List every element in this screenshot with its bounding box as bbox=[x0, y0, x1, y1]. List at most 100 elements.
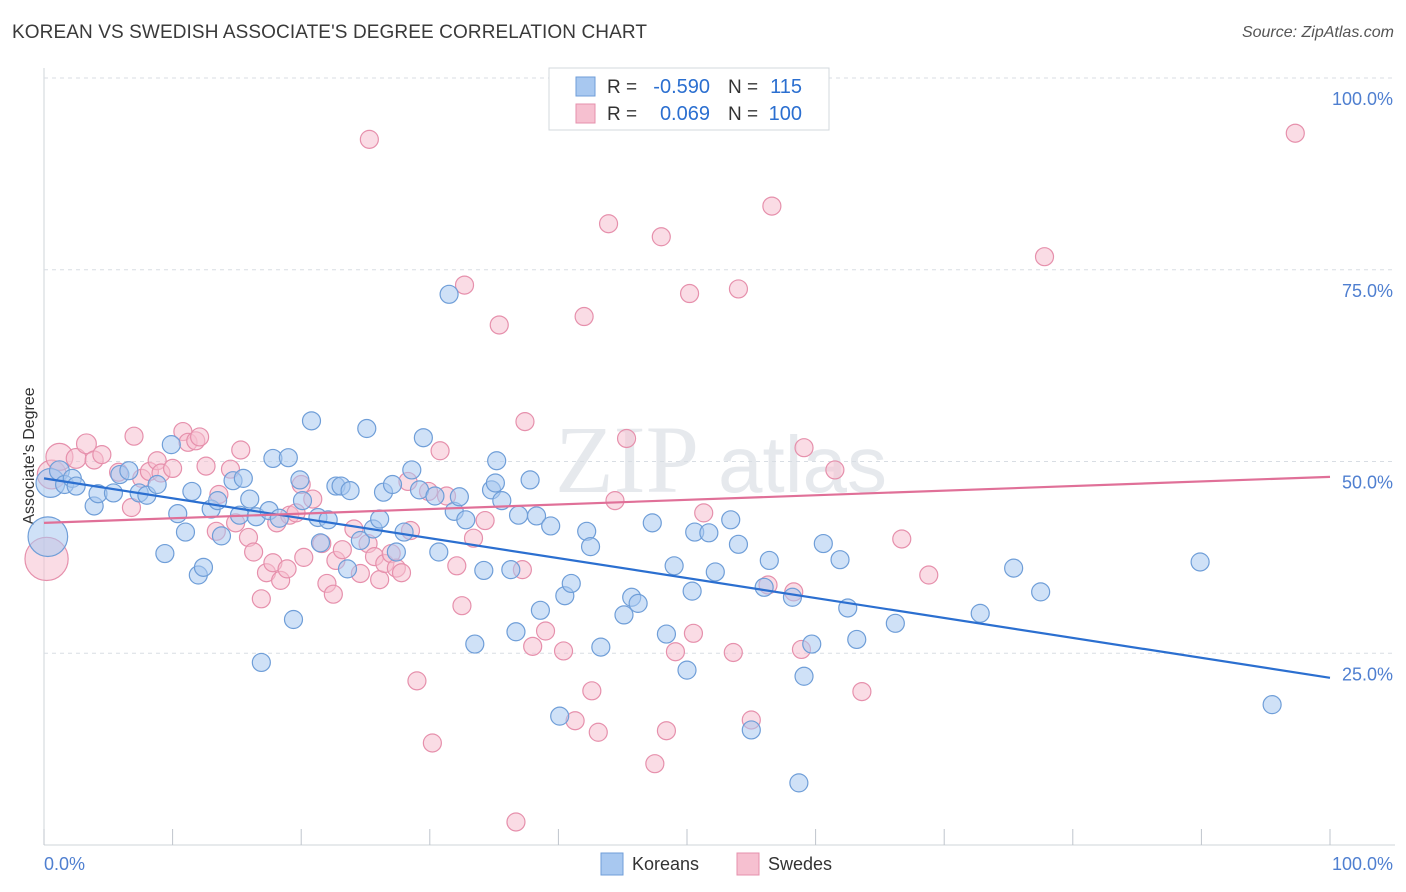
swedes-point-69 bbox=[523, 636, 543, 656]
swedes-point-87 bbox=[728, 279, 749, 299]
swedes-point-74 bbox=[582, 681, 602, 701]
koreans-point-62 bbox=[465, 634, 485, 654]
swedes-point-48 bbox=[370, 570, 390, 590]
koreans-point-17 bbox=[175, 522, 196, 542]
swedes-point-77 bbox=[605, 491, 625, 511]
swedes-point-85 bbox=[694, 503, 714, 523]
koreans-point-110 bbox=[487, 451, 507, 471]
swedes-point-42 bbox=[332, 540, 352, 560]
chart-title: KOREAN VS SWEDISH ASSOCIATE'S DEGREE COR… bbox=[12, 22, 648, 43]
swedes-point-86 bbox=[723, 642, 743, 663]
koreans-point-89 bbox=[699, 523, 719, 543]
swedes-point-52 bbox=[391, 563, 412, 583]
swedes-point-75 bbox=[588, 722, 608, 742]
koreans-point-71 bbox=[526, 506, 547, 526]
koreans-point-65 bbox=[485, 473, 505, 493]
swedes-point-70 bbox=[535, 621, 556, 641]
swedes-point-9 bbox=[124, 426, 144, 446]
swedes-point-94 bbox=[825, 460, 845, 480]
koreans-point-20 bbox=[193, 557, 214, 577]
koreans-point-99 bbox=[802, 634, 822, 654]
koreans-point-107 bbox=[1031, 582, 1051, 602]
watermark: ZIP atlas bbox=[555, 406, 887, 513]
koreans-point-92 bbox=[728, 534, 749, 554]
koreans-point-100 bbox=[813, 533, 833, 554]
koreans-point-68 bbox=[506, 622, 526, 642]
koreans-point-60 bbox=[449, 487, 469, 507]
koreans-point-61 bbox=[456, 510, 476, 530]
swedes-point-79 bbox=[645, 754, 665, 774]
legend-r-value-koreans: -0.590 bbox=[653, 76, 710, 98]
koreans-point-72 bbox=[530, 600, 550, 620]
correlation-legend: R = -0.590 N = 115 R = 0.069 N = 100 bbox=[548, 67, 830, 131]
koreans-point-43 bbox=[337, 559, 358, 579]
legend-r-label-swedes: R = bbox=[607, 104, 637, 125]
koreans-point-76 bbox=[561, 573, 581, 594]
koreans-point-36 bbox=[292, 491, 313, 511]
koreans-point-103 bbox=[847, 629, 867, 650]
swedes-point-32 bbox=[277, 559, 297, 579]
koreans-point-96 bbox=[782, 587, 803, 607]
y-axis-label: Associate's Degree bbox=[21, 387, 38, 524]
swedes-point-24 bbox=[231, 440, 251, 460]
swedes-point-81 bbox=[656, 721, 677, 741]
swedes-point-76 bbox=[598, 214, 619, 234]
koreans-point-48 bbox=[370, 509, 390, 529]
swedes-point-78 bbox=[616, 428, 637, 449]
koreans-point-67 bbox=[501, 560, 521, 580]
koreans-point-101 bbox=[830, 550, 850, 570]
koreans-point-5 bbox=[66, 476, 86, 496]
koreans-point-109 bbox=[1262, 695, 1282, 715]
koreans-point-13 bbox=[147, 474, 167, 495]
koreans-point-37 bbox=[301, 411, 322, 431]
x-ticks bbox=[43, 829, 1331, 845]
y-tick-label-25: 25.0% bbox=[1342, 664, 1393, 684]
watermark-zip: ZIP bbox=[555, 406, 699, 513]
koreans-point-34 bbox=[283, 609, 304, 630]
koreans-point-23 bbox=[211, 526, 232, 546]
swedes-point-55 bbox=[407, 671, 427, 691]
chart-source: Source: ZipAtlas.com bbox=[1241, 24, 1394, 41]
swedes-point-65 bbox=[489, 315, 509, 335]
swedes-point-96 bbox=[892, 529, 912, 549]
legend-n-value-koreans: 115 bbox=[770, 76, 802, 98]
swedes-point-90 bbox=[762, 196, 782, 216]
swedes-point-19 bbox=[196, 456, 216, 476]
swedes-point-93 bbox=[794, 438, 814, 458]
koreans-point-14 bbox=[155, 543, 175, 564]
swedes-point-98 bbox=[1034, 247, 1055, 267]
koreans-point-87 bbox=[682, 581, 702, 601]
swedes-trend-line bbox=[43, 475, 1331, 524]
swedes-point-14 bbox=[163, 458, 183, 479]
legend-r-value-swedes: 0.069 bbox=[660, 103, 710, 125]
koreans-point-90 bbox=[705, 562, 725, 582]
koreans-point-97 bbox=[789, 773, 809, 793]
koreans-point-45 bbox=[350, 530, 370, 551]
koreans-point-26 bbox=[233, 468, 253, 488]
koreans-point-79 bbox=[591, 637, 611, 657]
koreans-point-83 bbox=[642, 513, 662, 533]
bottom-legend-swatch-koreans bbox=[600, 852, 624, 876]
legend-n-value-swedes: 100 bbox=[769, 103, 802, 125]
swedes-point-36 bbox=[294, 547, 314, 567]
swedes-point-97 bbox=[919, 565, 939, 585]
koreans-point-53 bbox=[402, 460, 422, 480]
swedes-point-63 bbox=[463, 528, 484, 548]
swedes-point-46 bbox=[359, 129, 379, 149]
swedes-point-27 bbox=[251, 589, 271, 609]
bottom-legend-label-swedes: Swedes bbox=[768, 854, 832, 874]
koreans-point-50 bbox=[382, 474, 403, 495]
series-koreans bbox=[27, 284, 1282, 793]
swedes-point-4 bbox=[75, 433, 97, 455]
swedes-point-83 bbox=[679, 283, 700, 304]
y-tick-label-100: 100.0% bbox=[1332, 89, 1393, 109]
koreans-point-98 bbox=[794, 666, 814, 686]
swedes-point-80 bbox=[651, 227, 671, 247]
trend-lines bbox=[43, 475, 1331, 679]
koreans-point-82 bbox=[628, 593, 648, 613]
koreans-point-91 bbox=[721, 510, 741, 530]
legend-n-label-koreans: N = bbox=[728, 77, 758, 98]
swedes-point-64 bbox=[475, 510, 495, 531]
koreans-point-85 bbox=[664, 556, 684, 576]
koreans-point-70 bbox=[520, 470, 540, 490]
